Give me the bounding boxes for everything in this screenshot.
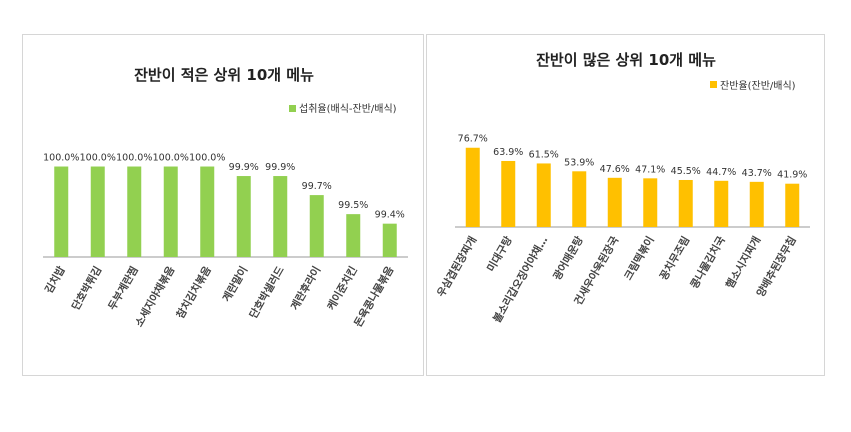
chart-most-waste: 잔반이 많은 상위 10개 메뉴 잔반율(잔반/배식) 76.7% 우삼겹된장찌개… bbox=[434, 51, 810, 325]
chart-least-waste: 잔반이 적은 상위 10개 메뉴 섭취율(배식-잔반/배식) 100.0% 김치밥… bbox=[42, 66, 408, 330]
bar bbox=[678, 179, 693, 227]
legend-swatch bbox=[710, 81, 717, 88]
category-label: 크림떡볶이 bbox=[621, 234, 656, 282]
bar bbox=[236, 176, 251, 257]
legend-label: 섭취율(배식-잔반/배식) bbox=[299, 103, 397, 115]
category-label: 콩나물김치국 bbox=[688, 234, 728, 291]
value-label: 43.7% bbox=[742, 168, 772, 179]
value-label: 47.1% bbox=[635, 164, 665, 175]
value-label: 61.5% bbox=[529, 149, 559, 160]
bar bbox=[309, 195, 324, 257]
value-label: 100.0% bbox=[80, 153, 116, 164]
category-label: 단호박샐러드 bbox=[247, 264, 287, 321]
category-label: 김치밥 bbox=[42, 264, 68, 296]
category-label: 계란후라이 bbox=[288, 264, 323, 312]
bar bbox=[501, 160, 516, 227]
bar bbox=[346, 214, 361, 257]
value-label: 99.9% bbox=[229, 162, 259, 173]
bar bbox=[536, 163, 551, 227]
value-label: 99.9% bbox=[265, 162, 295, 173]
bars-group: 100.0%김치밥100.0%단호박튀김100.0%두부계란찜100.0%소세지… bbox=[42, 153, 405, 330]
category-label: 참치김치볶음 bbox=[174, 264, 214, 321]
bars-group: 76.7%우삼겹된장찌개63.9%미대구탕61.5%볼소리갑오징어야채…53.9… bbox=[434, 134, 807, 325]
category-label: 햄소시지찌개 bbox=[723, 234, 763, 291]
value-label: 76.7% bbox=[458, 134, 488, 145]
value-label: 47.6% bbox=[600, 164, 630, 175]
bar bbox=[714, 180, 729, 227]
bar bbox=[273, 176, 288, 257]
value-label: 100.0% bbox=[189, 153, 225, 164]
bar bbox=[465, 147, 480, 227]
bar bbox=[127, 166, 142, 257]
bar bbox=[785, 183, 800, 227]
category-label: 케이준치킨 bbox=[324, 264, 359, 312]
category-label: 미대구탕 bbox=[484, 234, 515, 274]
bar bbox=[200, 166, 215, 257]
bar bbox=[572, 171, 587, 227]
category-label: 두부계란찜 bbox=[105, 264, 140, 312]
category-label: 우삼겹된장찌개 bbox=[434, 234, 479, 299]
category-label: 계란말이 bbox=[220, 264, 251, 304]
category-label: 광어매운탕 bbox=[550, 234, 586, 283]
bar bbox=[607, 177, 622, 227]
category-label: 단호박튀김 bbox=[69, 264, 104, 312]
value-label: 100.0% bbox=[116, 153, 152, 164]
chart-panel-most-waste: 잔반이 많은 상위 10개 메뉴 잔반율(잔반/배식) 76.7% 우삼겹된장찌개… bbox=[426, 34, 825, 376]
bar bbox=[163, 166, 178, 257]
bar bbox=[643, 178, 658, 227]
value-label: 45.5% bbox=[671, 166, 701, 177]
bar bbox=[54, 166, 69, 257]
value-label: 41.9% bbox=[777, 170, 807, 181]
value-label: 63.9% bbox=[493, 147, 523, 158]
value-label: 53.9% bbox=[564, 157, 594, 168]
legend-swatch bbox=[289, 105, 296, 112]
legend-label: 잔반율(잔반/배식) bbox=[720, 80, 796, 92]
value-label: 100.0% bbox=[153, 153, 189, 164]
category-label: 꽁치무조림 bbox=[657, 234, 692, 282]
bar bbox=[749, 181, 764, 227]
bar bbox=[382, 223, 397, 257]
bar bbox=[90, 166, 105, 257]
value-label: 44.7% bbox=[706, 167, 736, 178]
chart-title: 잔반이 많은 상위 10개 메뉴 bbox=[536, 51, 716, 69]
value-label: 99.7% bbox=[302, 181, 332, 192]
value-label: 99.4% bbox=[375, 210, 405, 221]
chart-panel-least-waste: 잔반이 적은 상위 10개 메뉴 섭취율(배식-잔반/배식) 100.0% 김치밥… bbox=[22, 34, 424, 376]
chart-title: 잔반이 적은 상위 10개 메뉴 bbox=[134, 66, 314, 84]
value-label: 100.0% bbox=[43, 153, 79, 164]
value-label: 99.5% bbox=[338, 200, 368, 211]
